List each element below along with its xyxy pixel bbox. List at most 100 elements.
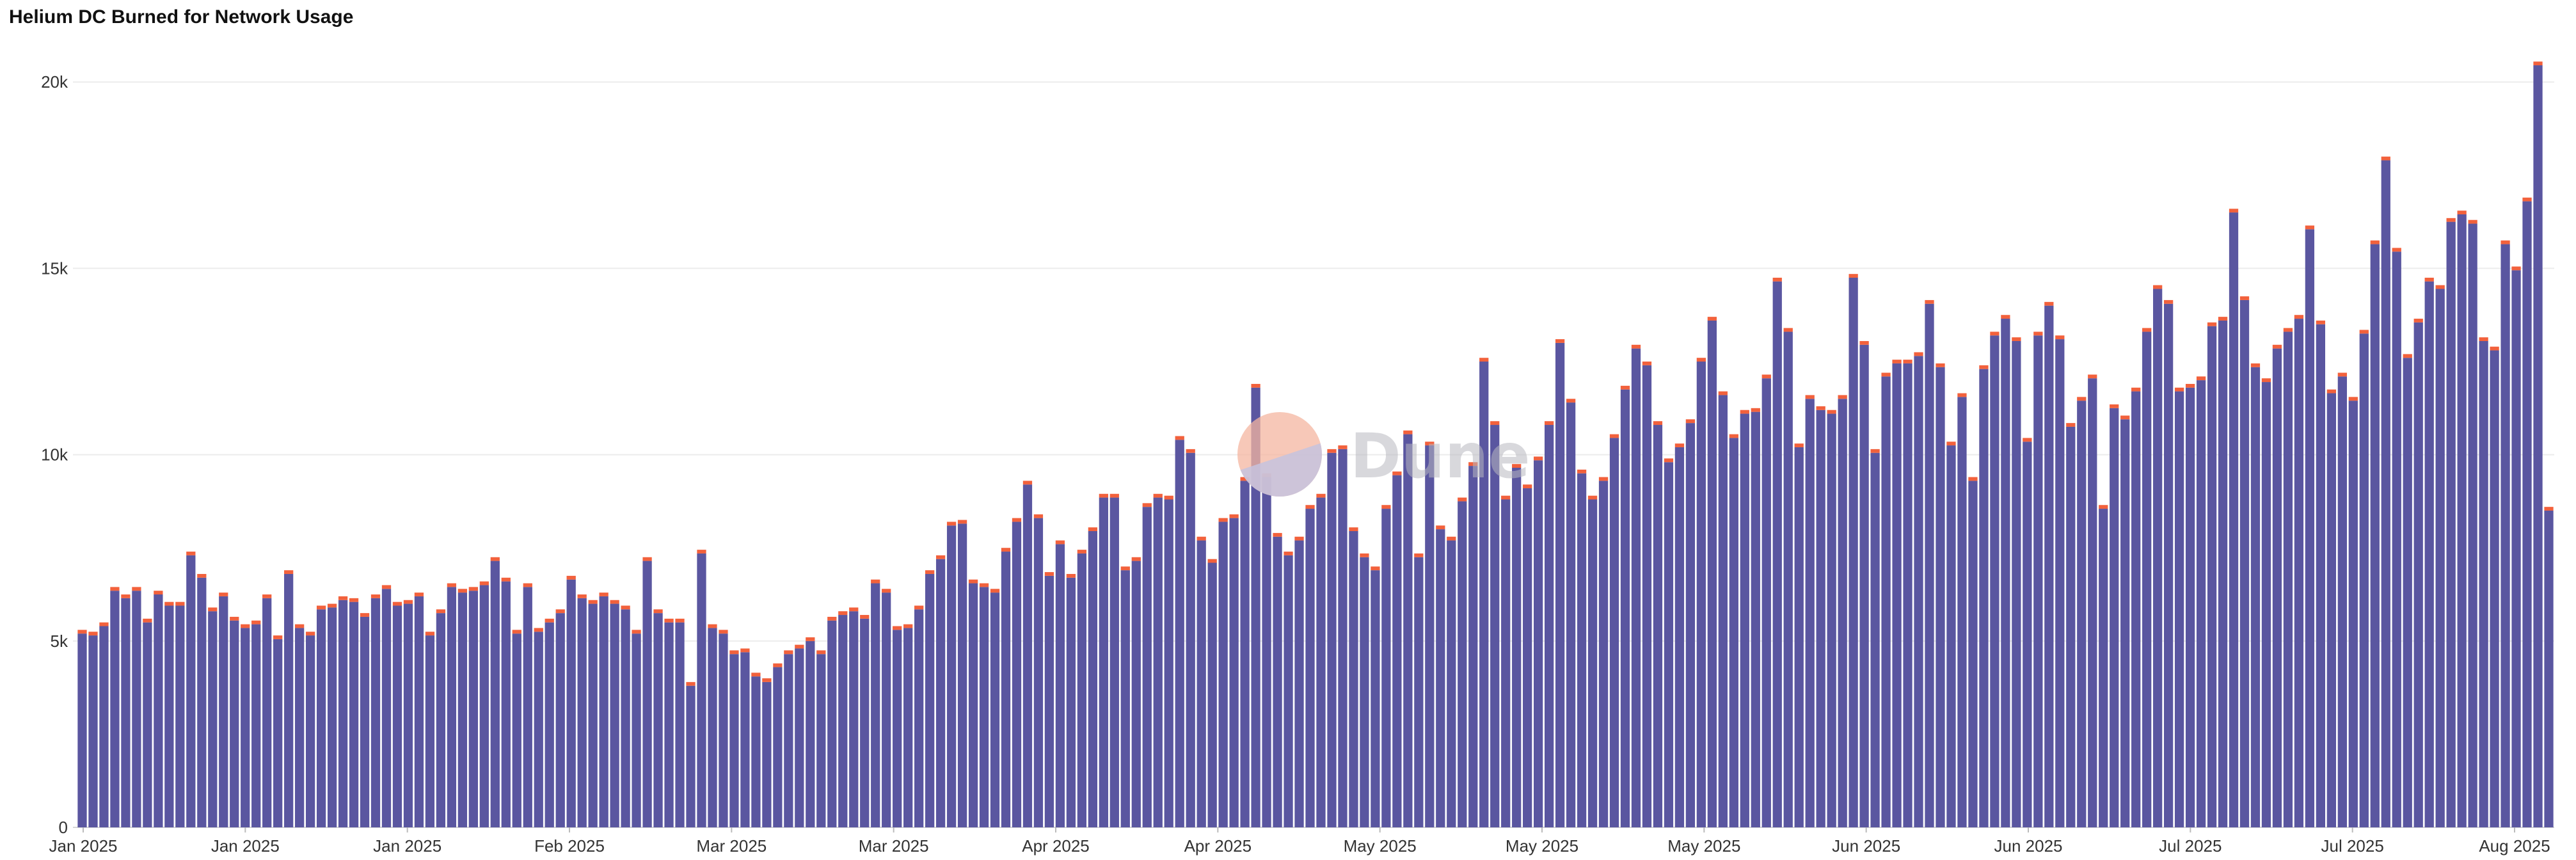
bar [1979,369,1989,827]
bar [1338,449,1348,827]
bar-top-segment [88,632,98,636]
bar [230,620,239,827]
bar [1403,434,1413,827]
bar-top-segment [1055,540,1065,545]
bar [447,587,457,827]
bar-top-segment [1066,573,1076,578]
bar [555,613,565,827]
bar [2023,442,2032,827]
bar-top-segment [392,601,402,606]
bar [1566,402,1576,827]
bar [2457,214,2467,828]
bar-top-segment [946,522,957,526]
bar [1903,363,1912,827]
bar-top-segment [2077,397,2087,401]
bar [2055,339,2065,827]
bar [2435,289,2445,828]
bar [729,654,739,827]
bar [1284,555,1293,827]
bar-top-segment [2120,415,2130,420]
bar [1859,344,1869,827]
bar-top-segment [1012,518,1022,522]
bar [1197,540,1206,827]
bar-top-segment [2023,438,2032,442]
bar [1881,376,1891,827]
y-axis: 0 5k 10k 15k 20k [41,72,68,837]
bar-top-segment [577,594,587,598]
bar-top-segment [914,605,924,610]
bar [1577,473,1587,827]
bar-top-segment [1479,358,1489,362]
bar [2033,335,2043,827]
bar [946,525,957,827]
bar [2283,331,2293,827]
bar-top-segment [1892,360,1902,363]
bar [1349,531,1358,827]
bar-top-segment [2490,346,2499,351]
bar-top-segment [1251,383,1260,388]
bar [621,609,630,827]
bar [1088,531,1097,827]
bar [1381,509,1391,827]
bar-top-segment [1414,553,1424,557]
bar [1316,497,1326,827]
bar-top-segment [2435,285,2445,289]
bar [1012,522,1022,827]
bar-top-segment [2001,315,2010,319]
bar-top-segment [2099,505,2108,509]
bar [132,591,141,827]
bar-top-segment [979,583,989,587]
bar [1207,562,1217,827]
bar-top-segment [1664,458,1674,463]
bar [642,561,652,827]
bar [2337,376,2347,827]
bar-top-segment [1284,552,1293,555]
bar-top-segment [457,589,468,593]
chart-title: Helium DC Burned for Network Usage [9,6,354,28]
bar-top-segment [2392,248,2401,252]
bar [903,628,913,827]
bar [697,553,706,827]
bar [2131,391,2141,827]
bar [1392,475,1402,827]
bar-top-segment [1761,374,1771,379]
bar-top-segment [1436,525,1445,530]
bar-top-segment [2305,225,2315,230]
bar [1772,281,1782,827]
bar-top-segment [425,632,435,636]
bar [675,622,685,827]
bar [1305,509,1315,827]
watermark-text: Dune [1350,420,1530,492]
bar-top-segment [784,650,793,655]
bar [1620,389,1630,827]
y-tick-label: 5k [51,632,68,651]
bar [1240,481,1250,827]
bar [1816,410,1825,827]
bar-top-segment [2044,301,2054,306]
bar [164,605,174,827]
bar-top-segment [143,618,152,623]
bar-top-segment [273,635,283,639]
bar-top-segment [729,650,739,655]
bar-top-segment [1273,532,1282,537]
bar-top-segment [1099,493,1108,498]
bar [1414,557,1424,827]
bar-top-segment [2348,397,2358,401]
bar-top-segment [414,593,424,596]
bar-top-segment [806,637,815,641]
bar-top-segment [305,632,315,636]
bar [2468,223,2477,827]
bar [588,603,598,827]
bar [512,633,521,827]
bar [1371,570,1380,827]
bar [523,587,532,827]
bar-top-segment [1175,436,1184,440]
bar-top-segment [903,624,913,628]
bar [1534,460,1543,827]
bar [545,622,554,827]
bar-top-segment [1555,339,1565,343]
bar-top-segment [675,618,685,623]
bar-top-segment [197,573,207,578]
bar-top-segment [849,607,859,612]
bar [2250,367,2261,827]
